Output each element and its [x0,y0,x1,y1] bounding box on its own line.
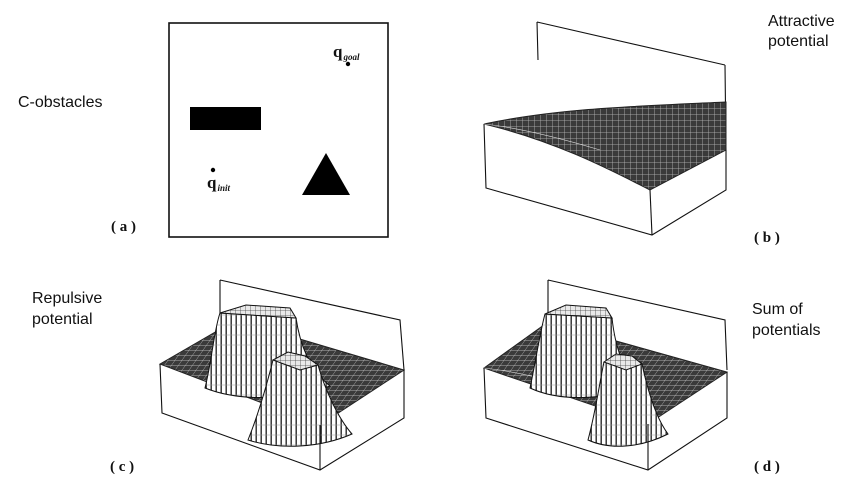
attractive-potential-plot [483,21,727,236]
panel-a-title: C-obstacles [18,94,102,111]
panel-c-title: Repulsive potential [32,290,107,328]
triangle-obstacle [302,153,350,195]
repulsive-potential-plot [158,279,406,471]
panel-b-title-line-1: Attractive [768,13,835,30]
q-init-base: q [207,173,217,192]
panel-d: Sum of potentials ( d ) [482,279,821,475]
q-init-subscript: init [217,183,230,193]
panel-c: Repulsive potential ( c ) [32,279,406,475]
panel-c-tag: ( c ) [110,459,134,475]
panel-b: Attractive potential ( b ) [483,13,839,246]
panel-b-title: Attractive potential [768,13,839,50]
panel-d-title-line-1: Sum of [752,301,803,318]
panel-a: C-obstacles qgoal qinit ( a ) [18,22,389,238]
panel-d-tag: ( d ) [754,459,780,475]
q-goal-marker: qgoal [333,42,360,67]
q-init-marker: qinit [207,167,230,193]
panel-b-tag: ( b ) [754,230,780,246]
panel-c-title-line-1: Repulsive [32,290,102,307]
panel-c-title-line-2: potential [32,311,93,328]
sum-of-potentials-plot [482,279,729,471]
panel-a-tag: ( a ) [111,219,136,235]
panel-d-title-line-2: potentials [752,322,821,339]
rectangle-obstacle [190,107,261,130]
svg-text:qinit: qinit [207,173,230,193]
panel-b-title-line-2: potential [768,33,829,50]
q-goal-base: q [333,42,343,61]
q-goal-subscript: goal [342,52,360,62]
svg-text:qgoal: qgoal [333,42,360,62]
panel-d-title: Sum of potentials [752,301,821,339]
